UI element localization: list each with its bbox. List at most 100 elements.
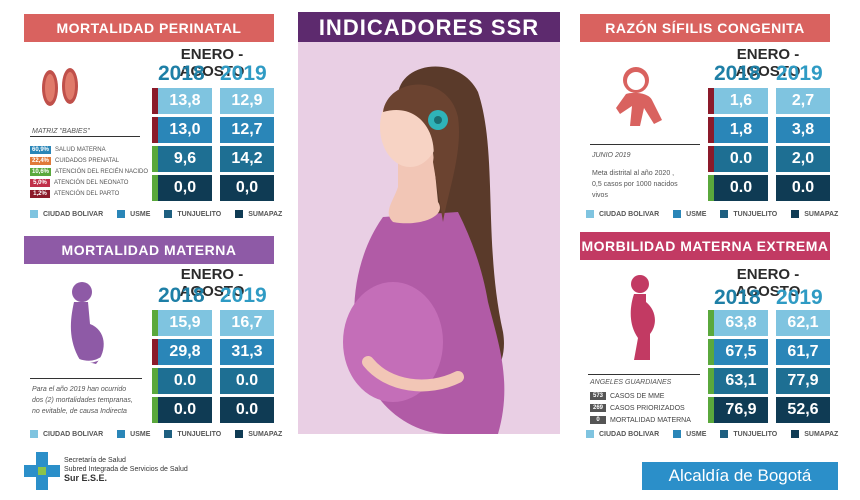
sifilis-row-1: 1,8 3,8 (708, 117, 830, 143)
mme-count-number: 573 (590, 392, 606, 400)
materna-row-3: 0.0 0.0 (152, 397, 274, 423)
legend-item: SUMAPAZ (235, 210, 282, 218)
morbilidad-value-v2019: 52,6 (776, 397, 830, 423)
mme-count-label: CASOS DE MME (610, 392, 665, 400)
morbilidad-value-v2018: 76,9 (714, 397, 768, 423)
perinatal-banner: MORTALIDAD PERINATAL (24, 14, 274, 42)
perinatal-value-v2019: 0,0 (220, 175, 274, 201)
org-line-1: Secretaría de Salud (64, 457, 126, 464)
morbilidad-row-2: 63,1 77,9 (708, 368, 830, 394)
trend-stripe (152, 117, 158, 143)
trend-stripe (708, 117, 714, 143)
legend-swatch (791, 210, 800, 218)
sifilis-year-2018: 2018 (714, 62, 761, 85)
babies-matrix-label: ATENCIÓN DEL NEONATO (54, 179, 129, 186)
morbilidad-note-title: ANGELES GUARDIANES (590, 379, 672, 386)
materna-year-2018: 2018 (158, 284, 205, 307)
mme-count-number: 269 (590, 404, 606, 412)
trend-stripe (708, 368, 714, 394)
legend-swatch (235, 430, 244, 438)
legend-label: SUMAPAZ (248, 210, 283, 218)
perinatal-row-2: 9,6 14,2 (152, 146, 274, 172)
trend-stripe (152, 397, 158, 423)
trend-stripe (152, 175, 158, 201)
legend-label: CIUDAD BOLIVAR (43, 430, 104, 438)
legend-label: TUNJUELITO (177, 430, 222, 438)
legend-label: USME (130, 210, 151, 218)
perinatal-year-2018: 2018 (158, 62, 205, 85)
legend-item: CIUDAD BOLIVAR (586, 430, 659, 438)
legend-item: SUMAPAZ (791, 210, 838, 218)
legend-item: CIUDAD BOLIVAR (30, 430, 103, 438)
legend-swatch (673, 430, 682, 438)
sifilis-row-2: 0.0 2,0 (708, 146, 830, 172)
legend-item: USME (117, 210, 150, 218)
babies-matrix-item: 5,0% ATENCIÓN DEL NEONATO (30, 177, 148, 188)
subred-logo-icon (24, 452, 60, 490)
org-line-2: Subred Integrada de Servicios de Salud (64, 466, 188, 473)
legend-label: SUMAPAZ (804, 430, 839, 438)
pregnant-silhouette-icon (67, 282, 105, 364)
sifilis-note-title: JUNIO 2019 (592, 152, 631, 159)
note-line: Meta distrital al año 2020 , (592, 170, 675, 177)
sifilis-row-3: 0.0 0.0 (708, 175, 830, 201)
perinatal-value-v2018: 9,6 (158, 146, 212, 172)
morbilidad-row-3: 76,9 52,6 (708, 397, 830, 423)
mme-count-item: 269 CASOS PRIORIZADOS (590, 402, 691, 414)
main-title: INDICADORES SSR (298, 12, 560, 44)
legend-item: TUNJUELITO (720, 210, 777, 218)
babies-matrix-label: CUIDADOS PRENATAL (55, 157, 120, 164)
baby-icon (616, 67, 662, 126)
materna-value-v2019: 16,7 (220, 310, 274, 336)
trend-stripe (152, 88, 158, 114)
mme-count-item: 573 CASOS DE MME (590, 390, 691, 402)
babies-matrix-pct: 1,2% (30, 189, 50, 198)
perinatal-value-v2018: 13,0 (158, 117, 212, 143)
trend-stripe (708, 146, 714, 172)
legend-label: SUMAPAZ (804, 210, 839, 218)
sifilis-value-v2018: 0.0 (714, 175, 768, 201)
legend-swatch (235, 210, 244, 218)
sifilis-note: Meta distrital al año 2020 , 0,5 casos po… (592, 168, 678, 201)
sifilis-value-v2018: 1,8 (714, 117, 768, 143)
babies-matrix-pct: 10,6% (30, 167, 52, 176)
legend-swatch (673, 210, 682, 218)
morbilidad-value-v2018: 67,5 (714, 339, 768, 365)
materna-banner: MORTALIDAD MATERNA (24, 236, 274, 264)
legend-swatch (720, 430, 729, 438)
sifilis-legend: CIUDAD BOLIVAR USME TUNJUELITO SUMAPAZ (586, 210, 838, 218)
sifilis-year-2019: 2019 (776, 62, 823, 85)
sifilis-value-v2018: 1,6 (714, 88, 768, 114)
legend-swatch (720, 210, 729, 218)
note-line: no evitable, de causa Indirecta (32, 408, 127, 415)
morbilidad-legend: CIUDAD BOLIVAR USME TUNJUELITO SUMAPAZ (586, 430, 838, 438)
legend-swatch (117, 210, 126, 218)
legend-item: CIUDAD BOLIVAR (30, 210, 103, 218)
sifilis-divider (590, 144, 700, 145)
note-line: 0,5 casos por 1000 nacidos (592, 181, 678, 188)
sifilis-value-v2019: 2,0 (776, 146, 830, 172)
mme-counts-list: 573 CASOS DE MME 269 CASOS PRIORIZADOS 0 MORT… (590, 390, 691, 426)
sifilis-row-0: 1,6 2,7 (708, 88, 830, 114)
pregnant-woman-icon (343, 66, 505, 434)
woman-silhouette-icon (630, 275, 655, 360)
morbilidad-row-0: 63,8 62,1 (708, 310, 830, 336)
morbilidad-period: ENERO - AGOSTO (735, 266, 801, 300)
trend-stripe (708, 175, 714, 201)
morbilidad-value-v2018: 63,1 (714, 368, 768, 394)
sifilis-value-v2019: 2,7 (776, 88, 830, 114)
legend-label: TUNJUELITO (177, 210, 222, 218)
alcaldia-logo: Alcaldía de Bogotá (642, 462, 838, 490)
morbilidad-value-v2019: 77,9 (776, 368, 830, 394)
materna-value-v2018: 0.0 (158, 397, 212, 423)
legend-item: USME (117, 430, 150, 438)
mme-count-number: 0 (590, 416, 606, 424)
legend-item: USME (673, 430, 706, 438)
sifilis-value-v2019: 0.0 (776, 175, 830, 201)
legend-label: USME (686, 430, 707, 438)
trend-stripe (708, 397, 714, 423)
perinatal-year-2019: 2019 (220, 62, 267, 85)
legend-label: CIUDAD BOLIVAR (599, 430, 660, 438)
babies-matrix-list: 60,9% SALUD MATERNA 22,4% CUIDADOS PRENATAL… (30, 144, 148, 199)
trend-stripe (152, 146, 158, 172)
